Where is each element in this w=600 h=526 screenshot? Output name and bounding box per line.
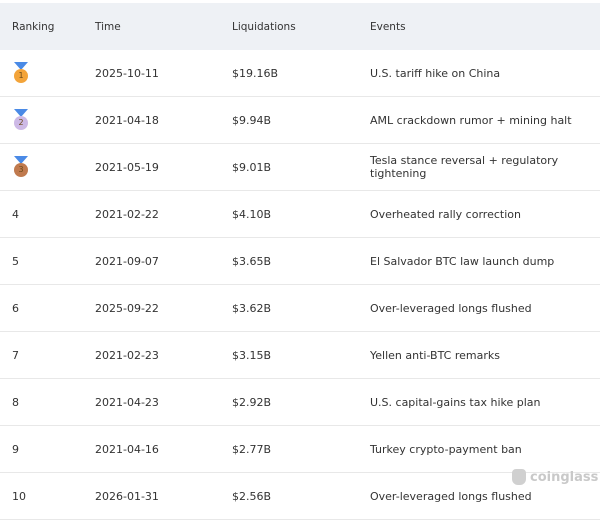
cell-ranking: 6: [0, 284, 95, 332]
cell-event: U.S. tariff hike on China: [370, 50, 600, 97]
rank-value: 5: [12, 254, 19, 268]
rank-value: 9: [12, 442, 19, 456]
rank-value: 6: [12, 301, 19, 315]
table-row: 4 2021-02-22 $4.10B Overheated rally cor…: [0, 190, 600, 238]
cell-time: 2021-05-19: [95, 143, 232, 191]
cell-ranking: 4: [0, 190, 95, 238]
cell-event: U.S. capital-gains tax hike plan: [370, 378, 600, 426]
cell-time: 2021-04-16: [95, 425, 232, 473]
cell-liquidations: $3.62B: [232, 284, 370, 332]
coinglass-logo-icon: [512, 469, 526, 485]
cell-ranking: 7: [0, 331, 95, 379]
cell-time: 2025-09-22: [95, 284, 232, 332]
cell-event: El Salvador BTC law launch dump: [370, 237, 600, 285]
rank-value: 7: [12, 348, 19, 362]
silver-medal-icon: 2: [12, 109, 30, 131]
cell-liquidations: $2.77B: [232, 425, 370, 473]
table-header: Ranking Time Liquidations Events: [0, 3, 600, 50]
cell-liquidations: $19.16B: [232, 50, 370, 97]
cell-event: Turkey crypto-payment ban: [370, 425, 600, 473]
cell-ranking: 2: [0, 96, 95, 144]
cell-time: 2021-04-23: [95, 378, 232, 426]
cell-liquidations: $2.56B: [232, 472, 370, 520]
cell-event: Yellen anti-BTC remarks: [370, 331, 600, 379]
cell-event: Over-leveraged longs flushed: [370, 284, 600, 332]
cell-liquidations: $3.65B: [232, 237, 370, 285]
cell-liquidations: $9.01B: [232, 143, 370, 191]
cell-liquidations: $3.15B: [232, 331, 370, 379]
liquidation-ranking-table: Ranking Time Liquidations Events 1 2025-…: [0, 3, 600, 520]
cell-event: Overheated rally correction: [370, 190, 600, 238]
rank-value: 8: [12, 395, 19, 409]
coinglass-watermark: coinglass: [512, 469, 598, 485]
table-row: 7 2021-02-23 $3.15B Yellen anti-BTC rema…: [0, 331, 600, 379]
cell-event: Tesla stance reversal + regulatory tight…: [370, 143, 600, 191]
table-row: 3 2021-05-19 $9.01B Tesla stance reversa…: [0, 143, 600, 191]
cell-ranking: 5: [0, 237, 95, 285]
cell-time: 2026-01-31: [95, 472, 232, 520]
cell-liquidations: $9.94B: [232, 96, 370, 144]
header-events: Events: [370, 3, 600, 50]
cell-time: 2025-10-11: [95, 50, 232, 97]
table-row: 10 2026-01-31 $2.56B Over-leveraged long…: [0, 472, 600, 520]
bronze-medal-icon: 3: [12, 156, 30, 178]
table-row: 1 2025-10-11 $19.16B U.S. tariff hike on…: [0, 50, 600, 97]
table-row: 6 2025-09-22 $3.62B Over-leveraged longs…: [0, 284, 600, 332]
table-row: 9 2021-04-16 $2.77B Turkey crypto-paymen…: [0, 425, 600, 473]
cell-ranking: 10: [0, 472, 95, 520]
cell-event: Over-leveraged longs flushed: [370, 472, 600, 520]
cell-time: 2021-02-23: [95, 331, 232, 379]
header-liquidations: Liquidations: [232, 3, 370, 50]
cell-time: 2021-04-18: [95, 96, 232, 144]
cell-event: AML crackdown rumor + mining halt: [370, 96, 600, 144]
cell-ranking: 3: [0, 143, 95, 191]
cell-ranking: 9: [0, 425, 95, 473]
cell-time: 2021-02-22: [95, 190, 232, 238]
table-row: 2 2021-04-18 $9.94B AML crackdown rumor …: [0, 96, 600, 144]
rank-value: 10: [12, 489, 26, 503]
cell-time: 2021-09-07: [95, 237, 232, 285]
cell-ranking: 8: [0, 378, 95, 426]
cell-liquidations: $2.92B: [232, 378, 370, 426]
cell-liquidations: $4.10B: [232, 190, 370, 238]
header-time: Time: [95, 3, 232, 50]
cell-ranking: 1: [0, 50, 95, 97]
watermark-text: coinglass: [530, 469, 599, 485]
rank-value: 4: [12, 207, 19, 221]
header-ranking: Ranking: [0, 3, 95, 50]
table-row: 8 2021-04-23 $2.92B U.S. capital-gains t…: [0, 378, 600, 426]
gold-medal-icon: 1: [12, 62, 30, 84]
table-row: 5 2021-09-07 $3.65B El Salvador BTC law …: [0, 237, 600, 285]
